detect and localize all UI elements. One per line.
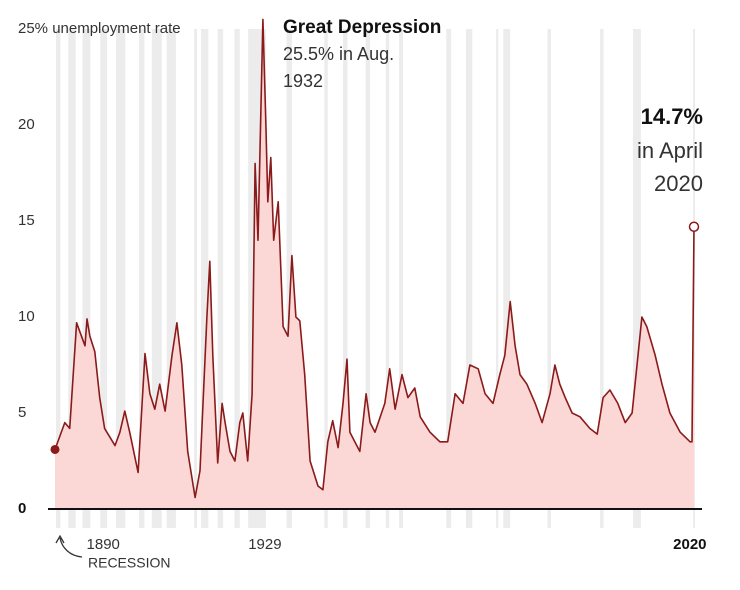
recession-band bbox=[600, 29, 604, 528]
recession-band bbox=[365, 29, 371, 528]
recession-band bbox=[194, 29, 198, 528]
recession-band bbox=[217, 29, 224, 528]
recession-band bbox=[82, 29, 91, 528]
recession-band bbox=[633, 29, 641, 528]
recession-band bbox=[495, 29, 499, 528]
y-tick-label: 0 bbox=[18, 500, 26, 517]
y-tick-label: 25% unemployment rate bbox=[18, 20, 181, 37]
recession-band bbox=[343, 29, 348, 528]
last-year: 2020 bbox=[654, 171, 703, 196]
peak-year: 1932 bbox=[283, 71, 323, 91]
area bbox=[55, 19, 694, 510]
last-value: 14.7% bbox=[641, 104, 703, 129]
y-tick-label: 5 bbox=[18, 404, 26, 421]
recession-label: RECESSION bbox=[88, 555, 170, 571]
recession-band bbox=[100, 29, 108, 528]
recession-band bbox=[324, 29, 328, 528]
recession-band bbox=[151, 29, 162, 528]
recession-band bbox=[115, 29, 126, 528]
recession-band bbox=[200, 29, 209, 528]
last-point bbox=[688, 221, 700, 233]
recession-band bbox=[139, 29, 145, 528]
y-tick-label: 20 bbox=[18, 116, 35, 133]
line bbox=[54, 18, 695, 499]
y-tick-label: 10 bbox=[18, 308, 35, 325]
recession-band bbox=[385, 29, 390, 528]
x-tick-label: 1890 bbox=[87, 536, 120, 553]
recession-band bbox=[166, 29, 176, 528]
recession-band bbox=[547, 29, 551, 528]
recession-band bbox=[446, 29, 452, 528]
recession-band bbox=[55, 29, 61, 528]
x-tick-label: 2020 bbox=[673, 536, 706, 553]
recession-band bbox=[286, 29, 292, 528]
recession-arrow bbox=[55, 534, 83, 558]
recession-band bbox=[234, 29, 240, 528]
recession-band bbox=[68, 29, 76, 528]
first-point bbox=[50, 444, 60, 454]
recession-band bbox=[399, 29, 404, 528]
recession-band bbox=[503, 29, 511, 528]
recession-band bbox=[465, 29, 473, 528]
peak-title: Great Depression bbox=[283, 17, 441, 38]
y-tick-label: 15 bbox=[18, 212, 35, 229]
peak-detail: 25.5% in Aug. bbox=[283, 44, 394, 64]
x-tick-label: 1929 bbox=[248, 536, 281, 553]
last-detail: in April bbox=[637, 138, 703, 163]
